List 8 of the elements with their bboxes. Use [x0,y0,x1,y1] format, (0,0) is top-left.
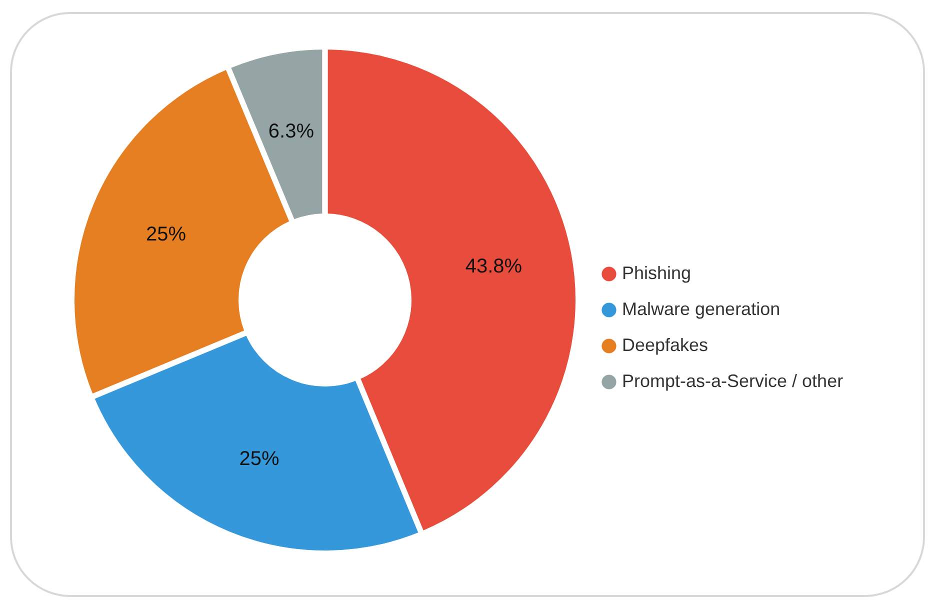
legend-label: Phishing [622,263,692,283]
data-label: 6.3% [268,120,314,142]
data-label: 43.8% [465,255,522,278]
legend-label: Prompt-as-a-Service / other [622,371,844,391]
data-label: 25% [146,223,186,246]
legend-label: Malware generation [622,299,780,319]
legend-label: Deepfakes [622,335,708,355]
data-label: 25% [239,448,280,470]
